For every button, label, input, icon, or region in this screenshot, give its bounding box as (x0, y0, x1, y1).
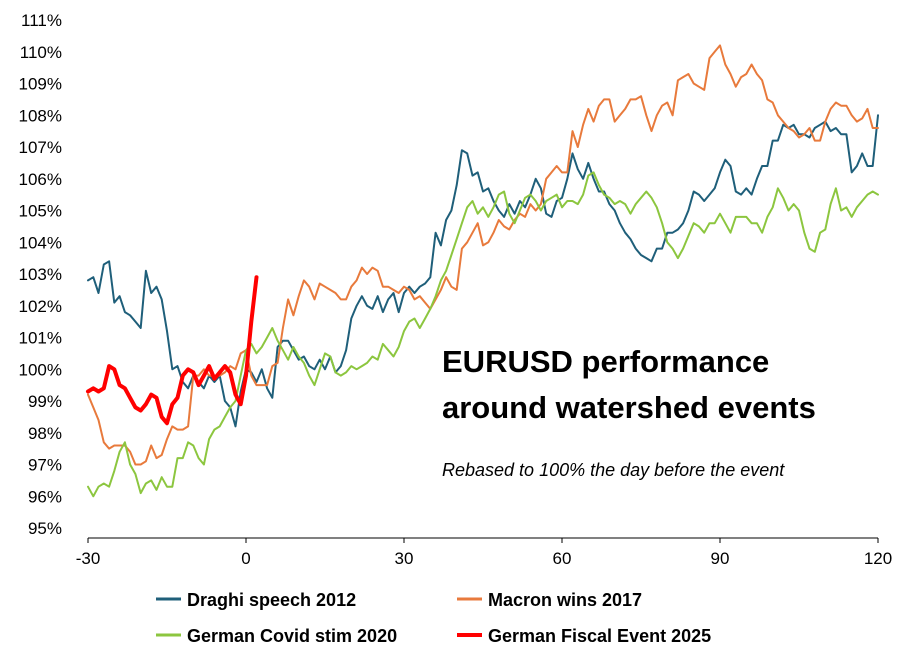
x-tick-label: 0 (241, 549, 250, 568)
y-tick-label: 103% (19, 265, 62, 284)
series-line-fiscal (86, 275, 259, 426)
chart-title-line-2: around watershed events (442, 390, 816, 425)
legend-label-covid: German Covid stim 2020 (187, 626, 397, 646)
y-tick-label: 111% (21, 11, 62, 30)
x-tick-label: 60 (553, 549, 572, 568)
chart-subtitle: Rebased to 100% the day before the event (442, 460, 785, 480)
x-tick-label: 30 (395, 549, 414, 568)
x-tick-label: 90 (711, 549, 730, 568)
chart-title-line-1: EURUSD performance (442, 344, 769, 379)
y-tick-label: 102% (19, 297, 62, 316)
x-tick-label: 120 (864, 549, 892, 568)
legend: Draghi speech 2012 Macron wins 2017 Germ… (156, 590, 711, 646)
y-tick-label: 96% (28, 487, 62, 506)
y-tick-label: 105% (19, 202, 62, 221)
y-axis: 95% 96% 97% 98% 99% 100% 101% 102% 103% 104% 105% 1… (19, 11, 62, 538)
x-tick-label: -30 (76, 549, 101, 568)
x-axis: -30 0 30 60 90 120 (76, 537, 892, 568)
y-tick-label: 99% (28, 392, 62, 411)
series-line-covid (87, 171, 879, 498)
y-tick-label: 108% (19, 106, 62, 125)
series-line-macron (87, 44, 879, 466)
y-tick-label: 97% (28, 456, 62, 475)
legend-label-draghi: Draghi speech 2012 (187, 590, 356, 610)
legend-item-covid: German Covid stim 2020 (156, 626, 397, 646)
y-tick-label: 110% (20, 43, 62, 62)
legend-item-draghi: Draghi speech 2012 (156, 590, 356, 610)
legend-item-macron: Macron wins 2017 (457, 590, 642, 610)
y-tick-label: 109% (19, 75, 62, 94)
legend-label-fiscal: German Fiscal Event 2025 (488, 626, 711, 646)
series-layer (86, 44, 879, 498)
y-tick-label: 100% (19, 360, 62, 379)
y-tick-label: 101% (19, 329, 62, 348)
y-tick-label: 95% (28, 519, 62, 538)
y-tick-label: 104% (19, 233, 62, 252)
y-tick-label: 106% (19, 170, 62, 189)
legend-item-fiscal: German Fiscal Event 2025 (457, 626, 711, 646)
series-line-draghi (87, 114, 879, 428)
legend-label-macron: Macron wins 2017 (488, 590, 642, 610)
y-tick-label: 98% (28, 424, 62, 443)
y-tick-label: 107% (19, 138, 62, 157)
